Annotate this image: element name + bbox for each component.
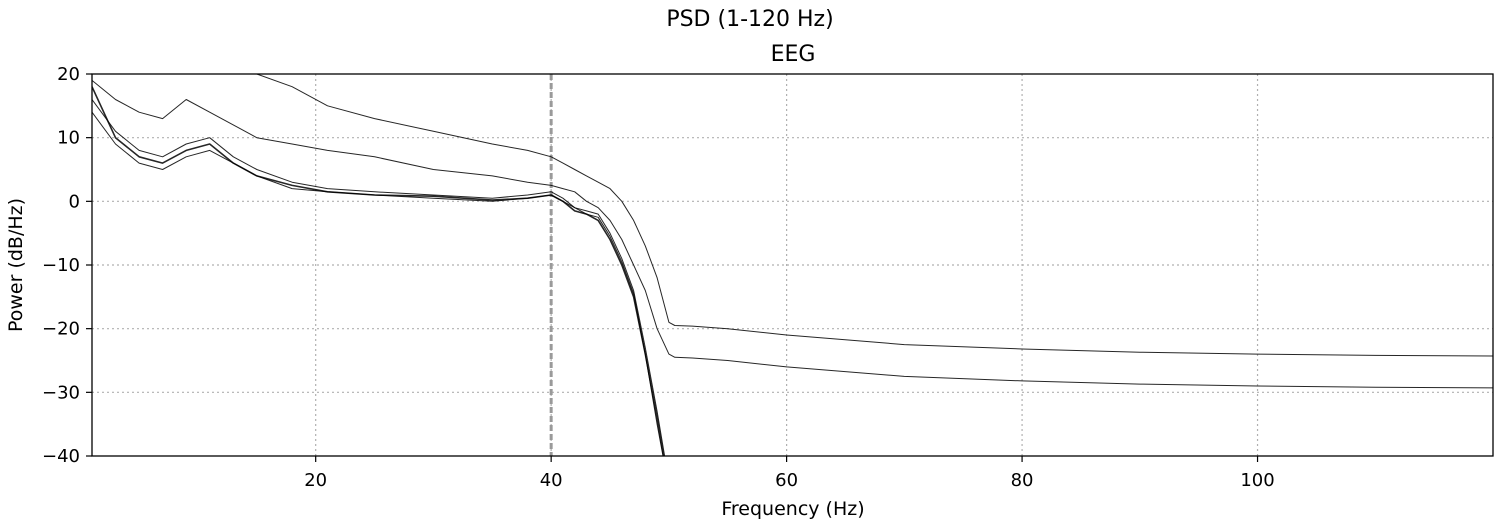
x-tick-label: 100: [1240, 470, 1274, 491]
y-tick-label: −10: [42, 255, 80, 276]
y-tick-label: 0: [69, 191, 80, 212]
x-tick-label: 40: [540, 470, 563, 491]
series-line: [92, 86, 665, 456]
x-tick-label: 60: [775, 470, 798, 491]
figure-title: PSD (1-120 Hz): [666, 7, 833, 32]
series-line: [92, 111, 664, 456]
y-tick-label: 20: [57, 64, 80, 85]
x-tick-label: 20: [304, 470, 327, 491]
x-tick-label: 80: [1011, 470, 1034, 491]
y-tick-label: −30: [42, 382, 80, 403]
series-line: [92, 74, 1493, 357]
y-tick-label: −40: [42, 446, 80, 467]
series-layer: [92, 74, 1493, 456]
series-line: [92, 80, 1493, 389]
y-axis-label: Power (dB/Hz): [5, 198, 27, 332]
y-tick-label: 10: [57, 128, 80, 149]
x-axis-label: Frequency (Hz): [721, 498, 864, 520]
axes-title: EEG: [771, 42, 816, 67]
y-tick-label: −20: [42, 319, 80, 340]
grid: [92, 74, 1493, 456]
series-line: [92, 99, 666, 456]
